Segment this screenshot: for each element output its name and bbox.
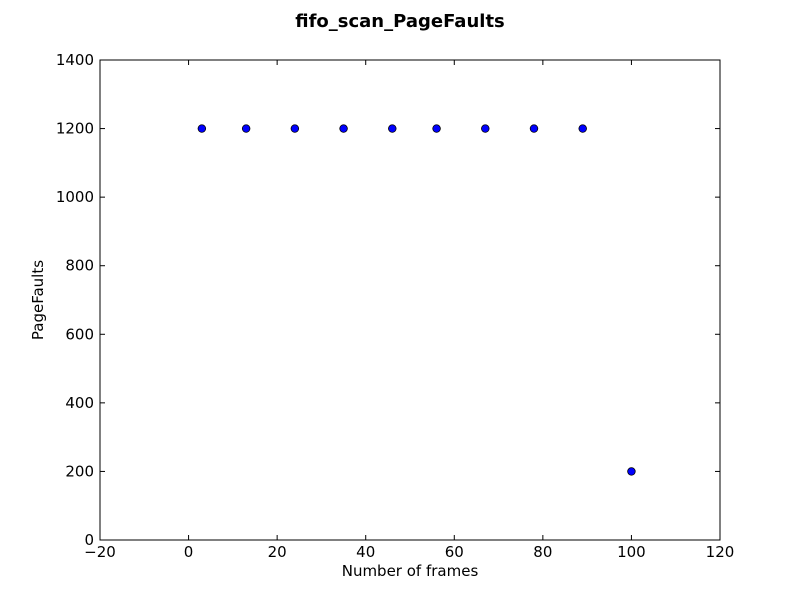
- y-tick-label: 200: [65, 462, 94, 480]
- x-tick-label: −20: [84, 543, 116, 561]
- y-tick-label: 600: [65, 325, 94, 343]
- x-tick-label: 80: [533, 543, 552, 561]
- data-point: [197, 124, 207, 133]
- data-point: [241, 124, 251, 133]
- y-tick-label: 0: [84, 531, 94, 549]
- data-point: [481, 124, 490, 133]
- x-tick-label: 120: [706, 543, 735, 561]
- y-axis-label: PageFaults: [29, 260, 47, 340]
- plot-area: [99, 59, 721, 541]
- x-tick-label: 40: [356, 543, 375, 561]
- x-tick-label: 60: [445, 543, 464, 561]
- data-points: [197, 124, 636, 476]
- y-tick-label: 1200: [56, 120, 94, 138]
- x-axis-label: Number of frames: [342, 562, 479, 580]
- y-tick-label: 1400: [56, 51, 94, 69]
- data-point: [388, 124, 397, 133]
- y-tick-label: 400: [65, 394, 94, 412]
- data-point: [339, 124, 348, 133]
- data-point: [578, 124, 587, 133]
- x-axis: −20 0 20 40 60 80 100 120: [84, 60, 734, 561]
- chart-title: fifo_scan_PageFaults: [295, 11, 505, 32]
- y-axis: 0 200 400 600 800 1000 1200 1400: [56, 51, 720, 549]
- data-point: [432, 124, 441, 133]
- data-point: [529, 124, 539, 133]
- x-tick-label: 0: [184, 543, 194, 561]
- y-tick-label: 800: [65, 257, 94, 275]
- y-tick-label: 1000: [56, 188, 94, 206]
- data-point: [627, 467, 636, 476]
- x-tick-label: 20: [268, 543, 287, 561]
- data-point: [290, 124, 300, 133]
- x-tick-label: 100: [617, 543, 646, 561]
